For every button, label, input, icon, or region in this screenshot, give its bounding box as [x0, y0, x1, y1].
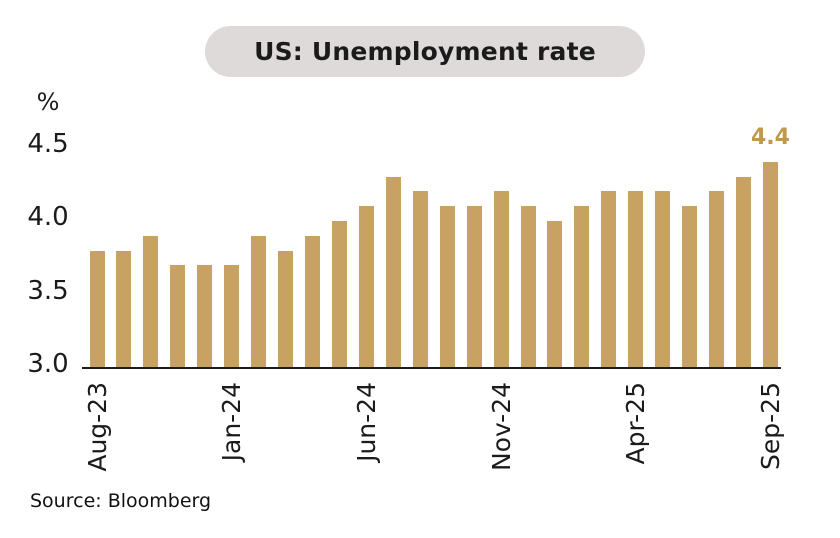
bar-Jan-24	[224, 265, 240, 369]
bar-Mar-25	[601, 191, 617, 369]
bar-Jun-24	[358, 206, 374, 369]
bar-Nov-24	[493, 191, 509, 369]
y-tick-3.5: 3.5	[27, 275, 69, 306]
bar-May-25	[655, 191, 671, 369]
x-tick-Sep-25: Sep-25	[756, 382, 785, 470]
y-axis-unit-label: %	[36, 88, 60, 116]
y-tick-4.5: 4.5	[27, 128, 69, 159]
bar-Jun-25	[682, 206, 698, 369]
bar-Feb-25	[574, 206, 590, 369]
bar-Dec-24	[520, 206, 536, 369]
chart-title: US: Unemployment rate	[254, 37, 596, 66]
bar-Dec-23	[197, 265, 213, 369]
bar-Nov-23	[170, 265, 186, 369]
y-tick-3.0: 3.0	[27, 349, 69, 379]
x-tick-Jan-24: Jan-24	[217, 382, 247, 462]
x-tick-Aug-23: Aug-23	[82, 382, 112, 472]
bar-Aug-23	[89, 250, 105, 369]
bar-Oct-23	[143, 235, 159, 369]
bar-Oct-24	[466, 206, 482, 369]
bar-Feb-24	[251, 235, 267, 369]
bar-Apr-24	[305, 235, 321, 369]
source-note: Source: Bloomberg	[30, 490, 212, 512]
bar-Sep-24	[439, 206, 455, 369]
y-tick-4.0: 4.0	[27, 202, 69, 232]
last-value-annotation: 4.4	[751, 124, 790, 150]
x-tick-Apr-25: Apr-25	[621, 382, 651, 465]
bar-Sep-23	[116, 250, 132, 369]
bar-Jan-25	[547, 221, 563, 369]
bar-Mar-24	[278, 250, 294, 369]
x-axis-line	[82, 367, 781, 369]
x-tick-Jun-24: Jun-24	[351, 382, 381, 462]
bar-Aug-24	[412, 191, 428, 369]
bar-Aug-25	[736, 176, 752, 369]
bar-Jul-25	[709, 191, 725, 369]
chart-title-pill: US: Unemployment rate	[205, 26, 645, 77]
bar-May-24	[331, 221, 347, 369]
bar-Sep-25	[763, 161, 778, 369]
x-tick-Nov-24: Nov-24	[486, 382, 516, 471]
bar-Apr-25	[628, 191, 644, 369]
bar-Jul-24	[385, 176, 401, 369]
